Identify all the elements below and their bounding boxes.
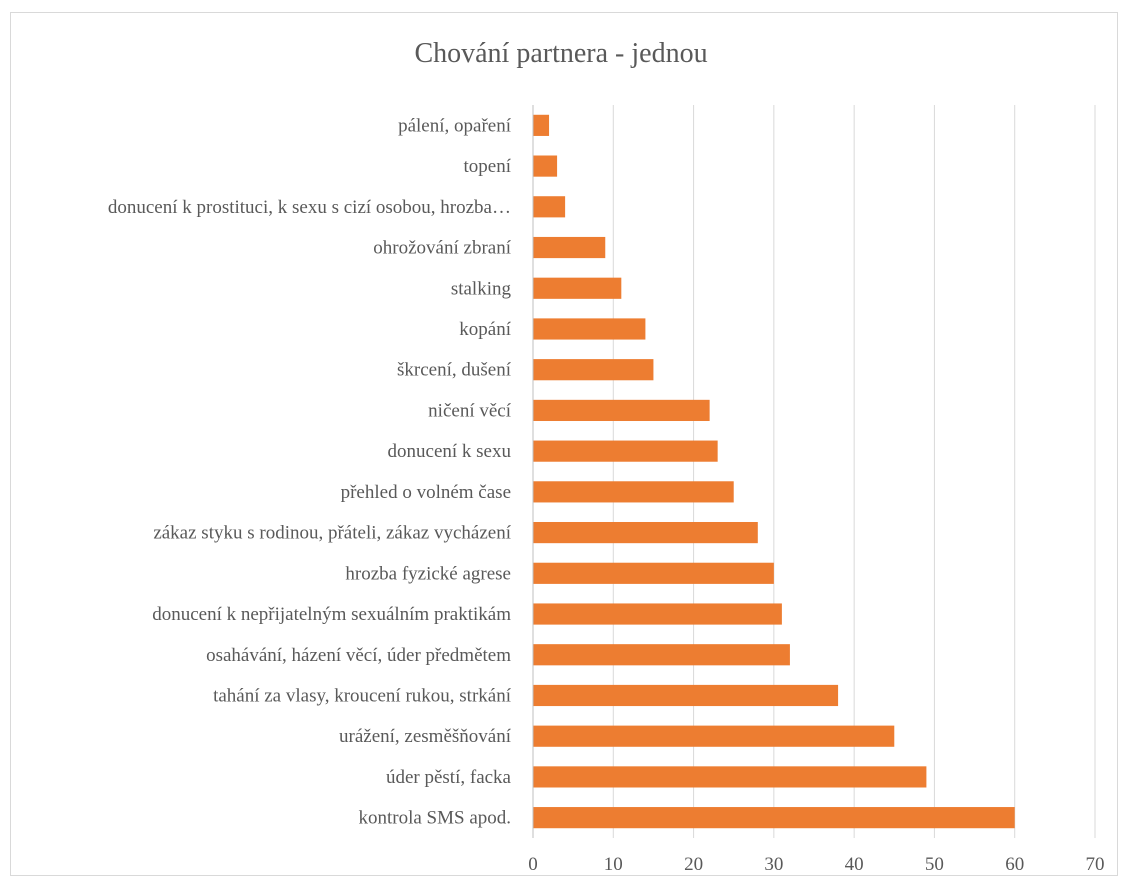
category-label: zákaz styku s rodinou, přáteli, zákaz vy… [153,523,511,544]
category-label: přehled o volném čase [341,482,511,503]
category-label: stalking [451,278,512,299]
category-label: topení [464,156,512,177]
category-label: škrcení, dušení [397,360,512,381]
x-tick-label: 10 [604,854,623,875]
category-label: tahání za vlasy, kroucení rukou, strkání [213,685,512,706]
category-label: kopání [459,319,511,340]
bar [533,807,1015,829]
category-label: osahávání, házení věcí, úder předmětem [206,645,511,666]
bar [533,725,895,747]
category-label: úder pěstí, facka [386,767,512,788]
bar [533,277,622,299]
x-tick-label: 60 [1005,854,1024,875]
x-tick-label: 50 [925,854,944,875]
category-label: ohrožování zbraní [373,238,511,259]
bar [533,114,550,136]
bar [533,318,646,340]
bar [533,399,710,422]
bar [533,603,782,625]
chart-title: Chování partnera - jednou [414,38,708,69]
bar [533,481,734,503]
bar [533,521,758,544]
category-label: donucení k nepřijatelným sexuálním prakt… [152,604,511,625]
bar [533,684,839,707]
bar [533,236,606,259]
category-label: urážení, zesměšňování [339,726,512,747]
bar [533,766,927,788]
x-tick-label: 0 [528,854,538,875]
bar [533,155,558,177]
bar [533,359,654,381]
category-label: pálení, opaření [398,115,512,136]
x-tick-label: 20 [684,854,703,875]
category-label: donucení k sexu [388,441,512,462]
category-label: kontrola SMS apod. [358,808,511,829]
category-label: hrozba fyzické agrese [345,563,511,584]
bar [533,644,790,666]
bar [533,440,718,462]
category-label: donucení k prostituci, k sexu s cizí oso… [108,197,511,218]
category-label: ničení věcí [428,400,512,421]
x-tick-label: 40 [845,854,864,875]
x-tick-label: 70 [1086,854,1105,875]
x-tick-label: 30 [764,854,783,875]
bar [533,196,566,218]
bar [533,562,774,584]
